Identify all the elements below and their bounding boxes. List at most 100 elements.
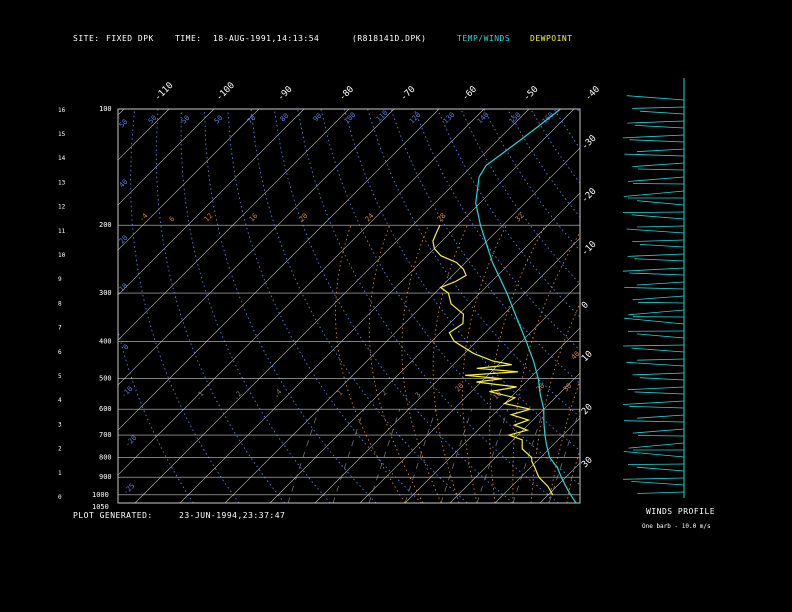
wind-barb	[629, 139, 685, 143]
dry-adiabat-line	[297, 109, 559, 503]
plot-frame	[117, 108, 581, 504]
temperature-profile-line	[475, 109, 577, 503]
wind-barb	[624, 420, 685, 423]
time-label: TIME:	[175, 34, 202, 43]
right-temp-label: 0	[580, 300, 591, 311]
dry-adiabat-label: 10	[118, 282, 130, 294]
isotherm-line	[494, 417, 580, 503]
wind-barb	[636, 281, 685, 286]
height-tick-label: 16	[58, 107, 66, 114]
wind-barb	[622, 211, 685, 213]
wind-barb	[637, 358, 685, 361]
height-tick-label: 5	[58, 373, 62, 380]
right-temp-label: -30	[580, 134, 599, 153]
wind-barb	[638, 168, 685, 171]
height-tick-label: 12	[58, 204, 66, 211]
dry-adiabat-line	[717, 109, 792, 503]
moist-adiabat-line	[401, 224, 442, 503]
top-temp-label: -80	[338, 85, 357, 104]
right-temp-label: 30	[580, 455, 595, 470]
height-tick-label: 6	[58, 349, 62, 356]
mixing-ratio-label: 3	[414, 391, 423, 400]
dry-adiabat-line	[436, 109, 580, 318]
wind-barb	[624, 153, 685, 157]
dry-adiabat-line	[180, 109, 331, 503]
plot-generated-value: 23-JUN-1994,23:37:47	[179, 511, 286, 520]
wind-barb	[631, 347, 685, 353]
wind-barb	[636, 148, 685, 153]
dry-adiabat-label: 110	[375, 109, 390, 124]
top-temp-label: -50	[522, 85, 541, 104]
dry-adiabat-line	[694, 109, 792, 503]
dry-adiabat-label: 120	[408, 111, 423, 126]
time-value: 18-AUG-1991,14:13:54	[213, 34, 320, 43]
moist-adiabat-line	[335, 224, 406, 503]
isotherm-line	[118, 109, 260, 251]
dry-adiabat-line	[530, 109, 580, 184]
barb-note: One barb - 10.0 m/s	[642, 523, 711, 530]
pressure-tick-label: 700	[99, 431, 112, 439]
pressure-tick-label: 400	[99, 337, 112, 345]
wind-barb	[628, 309, 685, 316]
dry-adiabat-label: 50	[118, 118, 130, 130]
moist-adiabat-label: 6	[168, 215, 177, 224]
moist-adiabat-label: 20	[454, 382, 466, 394]
wind-barb	[634, 258, 685, 262]
mixing-ratio-label: .4	[272, 388, 284, 400]
dry-adiabat-line	[624, 109, 792, 503]
pressure-tick-label: 1050	[92, 503, 109, 511]
wind-barb	[627, 463, 685, 465]
dry-adiabat-label: 50	[180, 114, 192, 126]
dry-adiabat-label: -20	[124, 434, 139, 449]
dry-adiabat-label: 150	[508, 111, 523, 126]
mixing-ratio-line	[440, 409, 473, 503]
isotherm-line	[118, 109, 440, 431]
wind-barb	[632, 239, 685, 242]
wind-barb	[631, 214, 685, 220]
top-temp-label: -40	[584, 85, 603, 104]
wind-barb	[637, 225, 685, 228]
wind-barb	[622, 134, 685, 139]
top-temp-label: -60	[461, 85, 480, 104]
winds-profile-label: WINDS PROFILE	[646, 507, 716, 516]
dry-adiabat-label: -25	[122, 482, 137, 497]
dry-adiabat-label: 80	[279, 112, 291, 124]
top-temp-label: -70	[399, 85, 418, 104]
wind-barb	[627, 176, 685, 182]
wind-barb	[632, 162, 685, 167]
top-temp-label: -100	[215, 81, 237, 103]
moist-adiabat-label: 20	[535, 382, 547, 394]
dry-adiabat-line	[204, 109, 377, 503]
site-label: SITE:	[73, 34, 100, 43]
pressure-tick-label: 600	[99, 405, 112, 413]
isotherm-line	[675, 109, 792, 503]
height-tick-label: 0	[58, 494, 62, 501]
mixing-ratio-line	[512, 409, 545, 503]
moist-adiabat-label: 16	[248, 212, 260, 224]
plot-generated-label: PLOT GENERATED:	[73, 511, 153, 520]
wind-barb	[632, 372, 685, 376]
isotherm-line	[134, 109, 530, 503]
wind-barb	[637, 491, 685, 494]
mixing-ratio-label: 1	[336, 389, 345, 398]
dry-adiabat-line	[130, 109, 240, 503]
pressure-tick-label: 100	[99, 105, 112, 113]
wind-barb	[634, 391, 685, 395]
right-temp-label: 10	[580, 349, 595, 364]
dry-adiabat-label: 40	[118, 178, 130, 190]
dry-adiabat-label: 0	[122, 343, 131, 352]
moist-adiabat-line	[432, 224, 468, 503]
isotherm-line	[118, 109, 395, 386]
wind-barb	[636, 333, 685, 339]
pressure-tick-label: 500	[99, 375, 112, 383]
moist-adiabat-line	[603, 225, 753, 503]
wind-barb	[637, 435, 685, 437]
moist-adiabat-label: 30	[562, 382, 574, 394]
isotherm-line	[585, 109, 792, 503]
wind-barb	[627, 120, 685, 124]
isotherm-line	[630, 109, 792, 503]
isotherm-line	[449, 372, 580, 503]
legend-temp-winds: TEMP/WINDS	[457, 34, 511, 43]
mixing-ratio-line	[287, 409, 320, 503]
